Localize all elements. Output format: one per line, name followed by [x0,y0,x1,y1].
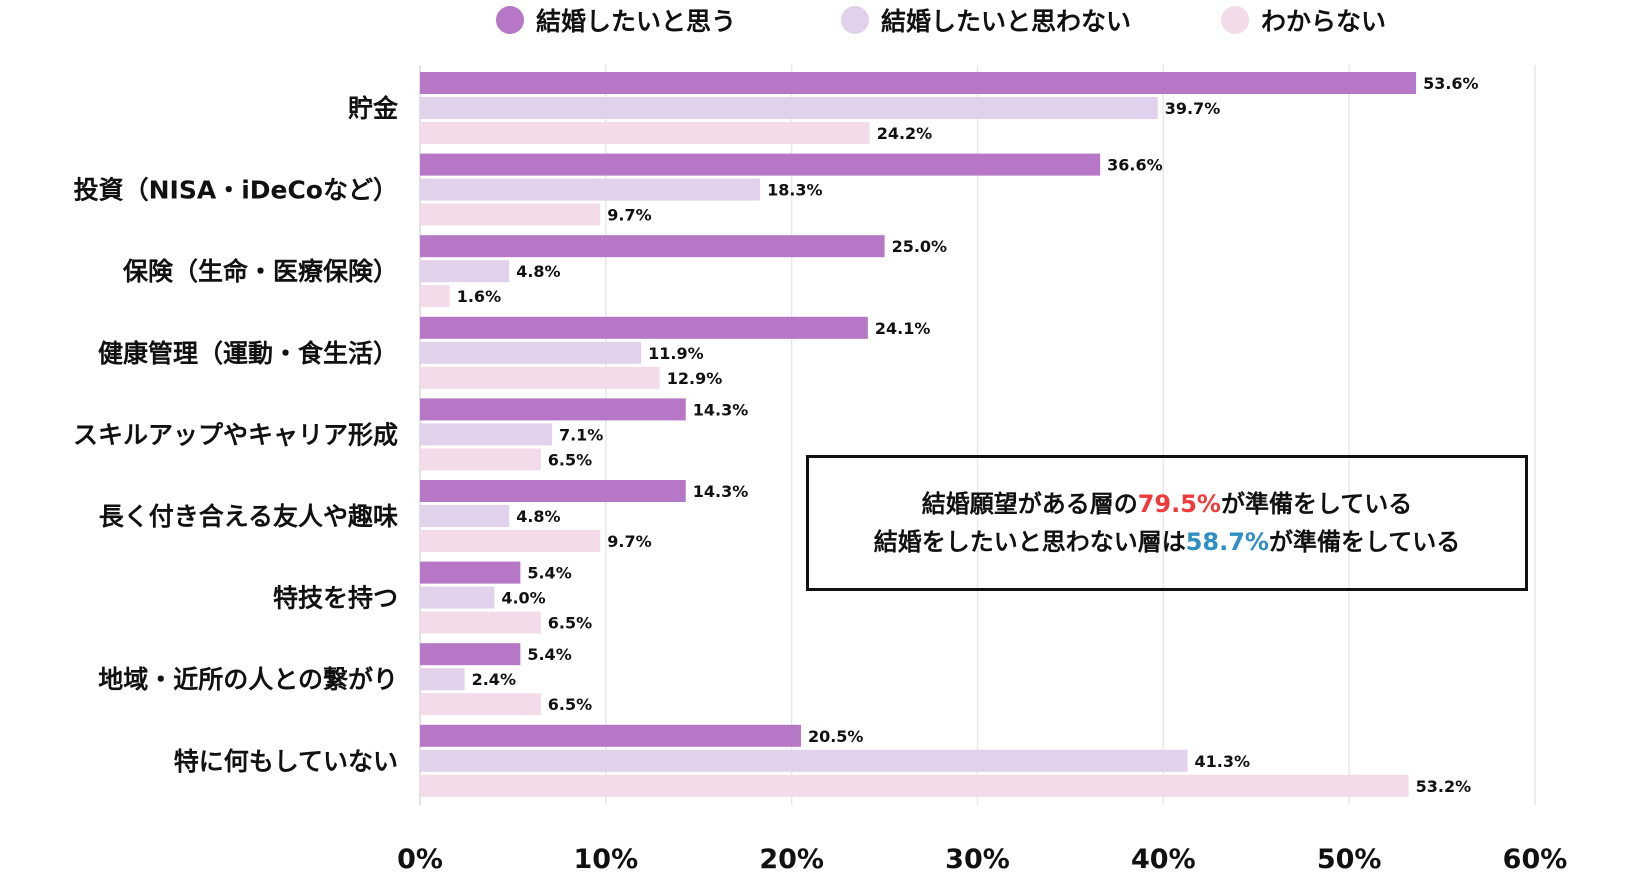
x-tick-label: 50% [1317,844,1382,875]
bar [420,611,541,634]
category-label: 保険（生命・医療保険） [122,257,398,286]
x-tick-label: 40% [1131,844,1196,875]
data-label: 14.3% [693,482,749,501]
data-label: 5.4% [527,564,571,583]
bar [420,341,642,364]
data-label: 5.4% [527,645,571,664]
data-label: 1.6% [457,287,501,306]
bar [420,366,660,389]
x-tick-label: 30% [945,844,1010,875]
bar [420,153,1101,176]
data-label: 2.4% [472,670,516,689]
data-label: 4.0% [501,589,545,608]
category-label: 健康管理（運動・食生活） [98,339,398,368]
x-tick-label: 20% [759,844,824,875]
bar [420,423,552,446]
bar [420,285,450,308]
data-label: 41.3% [1194,752,1250,771]
annotation-line-1: 結婚願望がある層の79.5%が準備をしている [922,485,1413,523]
data-label: 11.9% [648,344,704,363]
bar [420,774,1409,797]
bar [420,122,870,144]
legend-swatch [496,6,524,34]
legend-label: 結婚したいと思う [536,7,737,36]
category-label: スキルアップやキャリア形成 [73,420,398,449]
data-label: 6.5% [548,614,592,633]
legend-swatch [841,6,869,34]
legend-item-not-want: 結婚したいと思わない [841,2,1131,38]
bar [420,72,1417,94]
data-label: 24.1% [875,319,931,338]
bar [420,260,510,283]
data-label: 6.5% [548,450,592,469]
bar [420,530,601,552]
bar [420,203,601,226]
data-label: 25.0% [892,237,948,256]
bar [420,693,541,716]
data-label: 4.8% [516,507,560,526]
data-label: 39.7% [1165,99,1221,118]
annotation-highlight: 79.5% [1137,489,1221,518]
bar [420,97,1158,119]
legend-label: わからない [1261,7,1387,36]
bar [420,398,686,421]
data-label: 36.6% [1107,156,1163,175]
annotation-text: 結婚願望がある層の [921,489,1138,518]
category-label: 貯金 [348,94,399,123]
category-label: 特技を持つ [273,584,398,613]
bar [420,505,510,527]
annotation-line-2: 結婚をしたいと思わない層は58.7%が準備をしている [874,523,1461,561]
legend-label: 結婚したいと思わない [881,7,1132,36]
bar [420,480,686,502]
legend-swatch [1221,6,1249,34]
data-label: 14.3% [693,400,749,419]
x-tick-label: 0% [397,844,443,875]
data-label: 53.6% [1423,74,1479,93]
annotation-text: が準備をしている [1268,528,1461,556]
legend-item-unknown: わからない [1221,2,1386,38]
bar [420,235,885,258]
data-label: 53.2% [1416,777,1472,796]
annotation-box: 結婚願望がある層の79.5%が準備をしている 結婚をしたいと思わない層は58.7… [806,455,1528,591]
data-label: 24.2% [877,124,933,143]
data-label: 4.8% [516,262,560,281]
data-label: 9.7% [607,532,651,551]
legend-item-want: 結婚したいと思う [496,2,736,38]
bar [420,749,1188,772]
bar [420,178,761,201]
bar [420,448,541,471]
legend: 結婚したいと思う 結婚したいと思わない わからない [0,0,1640,40]
data-label: 18.3% [767,181,823,200]
annotation-highlight: 58.7% [1185,528,1269,556]
bar [420,316,868,339]
bar [420,643,521,666]
x-tick-label: 60% [1503,844,1568,875]
data-label: 6.5% [548,695,592,714]
bar [420,586,495,609]
category-label: 地域・近所の人との繋がり [98,665,398,694]
data-label: 20.5% [808,727,864,746]
annotation-text: が準備をしている [1220,489,1413,518]
bar [420,724,801,747]
category-label: 投資（NISA・iDeCoなど） [74,176,398,205]
data-label: 7.1% [559,425,603,444]
annotation-text: 結婚をしたいと思わない層は [873,528,1186,556]
data-label: 9.7% [607,206,651,225]
data-label: 12.9% [667,369,723,388]
category-label: 長く付き合える友人や趣味 [99,502,398,531]
bar [420,561,521,584]
x-tick-label: 10% [574,844,639,875]
bar [420,668,465,691]
category-label: 特に何もしていない [174,747,398,776]
